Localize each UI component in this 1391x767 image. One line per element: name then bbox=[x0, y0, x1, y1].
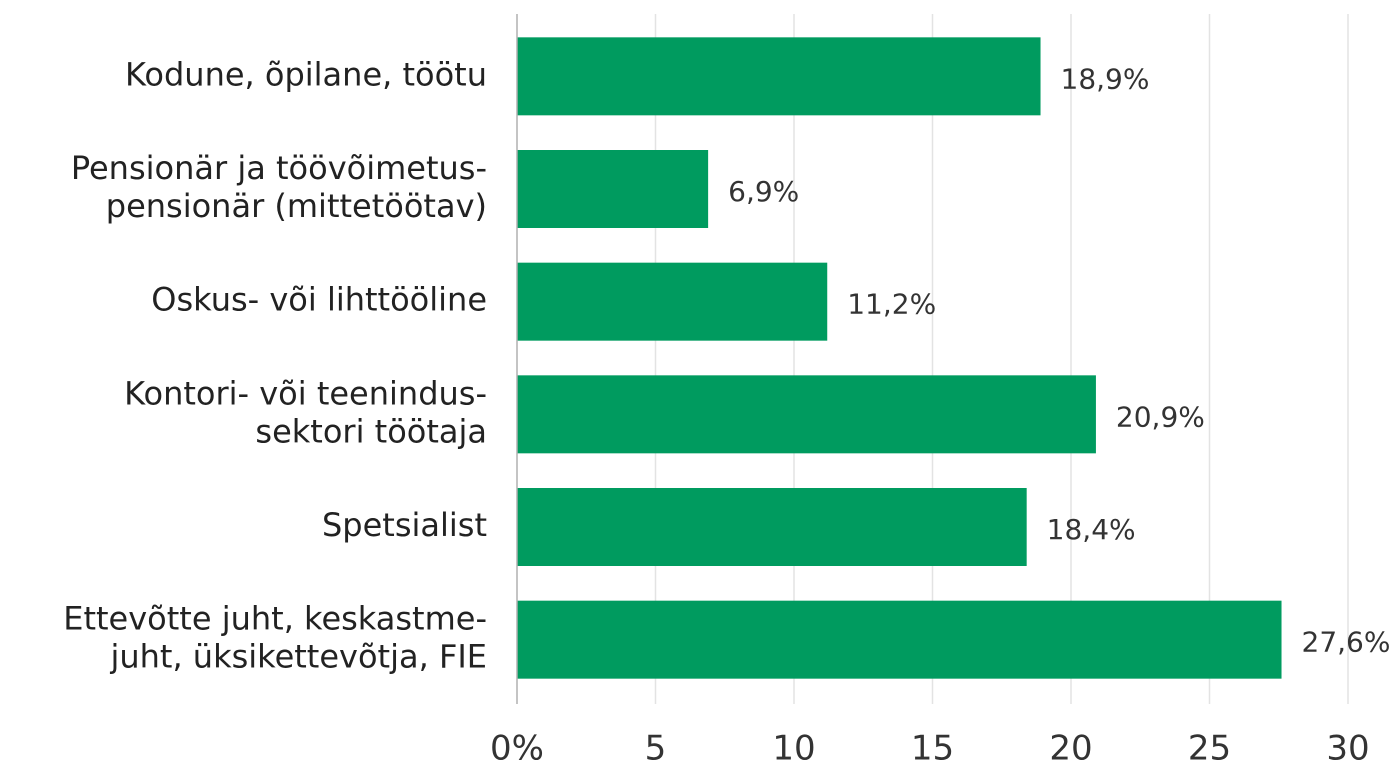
value-label: 18,4% bbox=[1047, 513, 1136, 546]
bar bbox=[517, 488, 1027, 566]
bar bbox=[517, 375, 1096, 454]
x-tick-label: 20 bbox=[1049, 729, 1092, 767]
bar bbox=[517, 600, 1282, 679]
x-tick-label: 25 bbox=[1188, 729, 1231, 767]
x-tick-label: 0% bbox=[490, 729, 544, 767]
y-tick-label: Oskus- või lihttööline bbox=[151, 281, 487, 319]
value-label: 20,9% bbox=[1116, 400, 1205, 433]
y-tick-label: Kontori- või teenindus- bbox=[124, 374, 487, 412]
value-label: 18,9% bbox=[1061, 62, 1150, 95]
bar bbox=[517, 150, 709, 228]
x-tick-label: 10 bbox=[772, 729, 815, 767]
x-tick-label: 15 bbox=[911, 729, 954, 767]
bar bbox=[517, 37, 1041, 116]
y-tick-label: Ettevõtte juht, keskastme- bbox=[63, 600, 487, 638]
bar bbox=[517, 262, 828, 341]
value-label: 27,6% bbox=[1302, 626, 1391, 659]
x-tick-label: 30 bbox=[1326, 729, 1369, 767]
x-tick-label: 5 bbox=[645, 729, 667, 767]
value-label: 6,9% bbox=[728, 175, 799, 208]
y-tick-label: Pensionär ja töövõimetus- bbox=[71, 149, 487, 187]
y-tick-label: Spetsialist bbox=[322, 506, 487, 544]
y-tick-label: juht, üksikettevõtja, FIE bbox=[109, 638, 487, 676]
value-label: 11,2% bbox=[847, 288, 936, 321]
y-tick-label: Kodune, õpilane, töötu bbox=[125, 55, 487, 93]
y-tick-label: sektori töötaja bbox=[255, 412, 487, 450]
y-tick-label: pensionär (mittetöötav) bbox=[106, 187, 487, 225]
